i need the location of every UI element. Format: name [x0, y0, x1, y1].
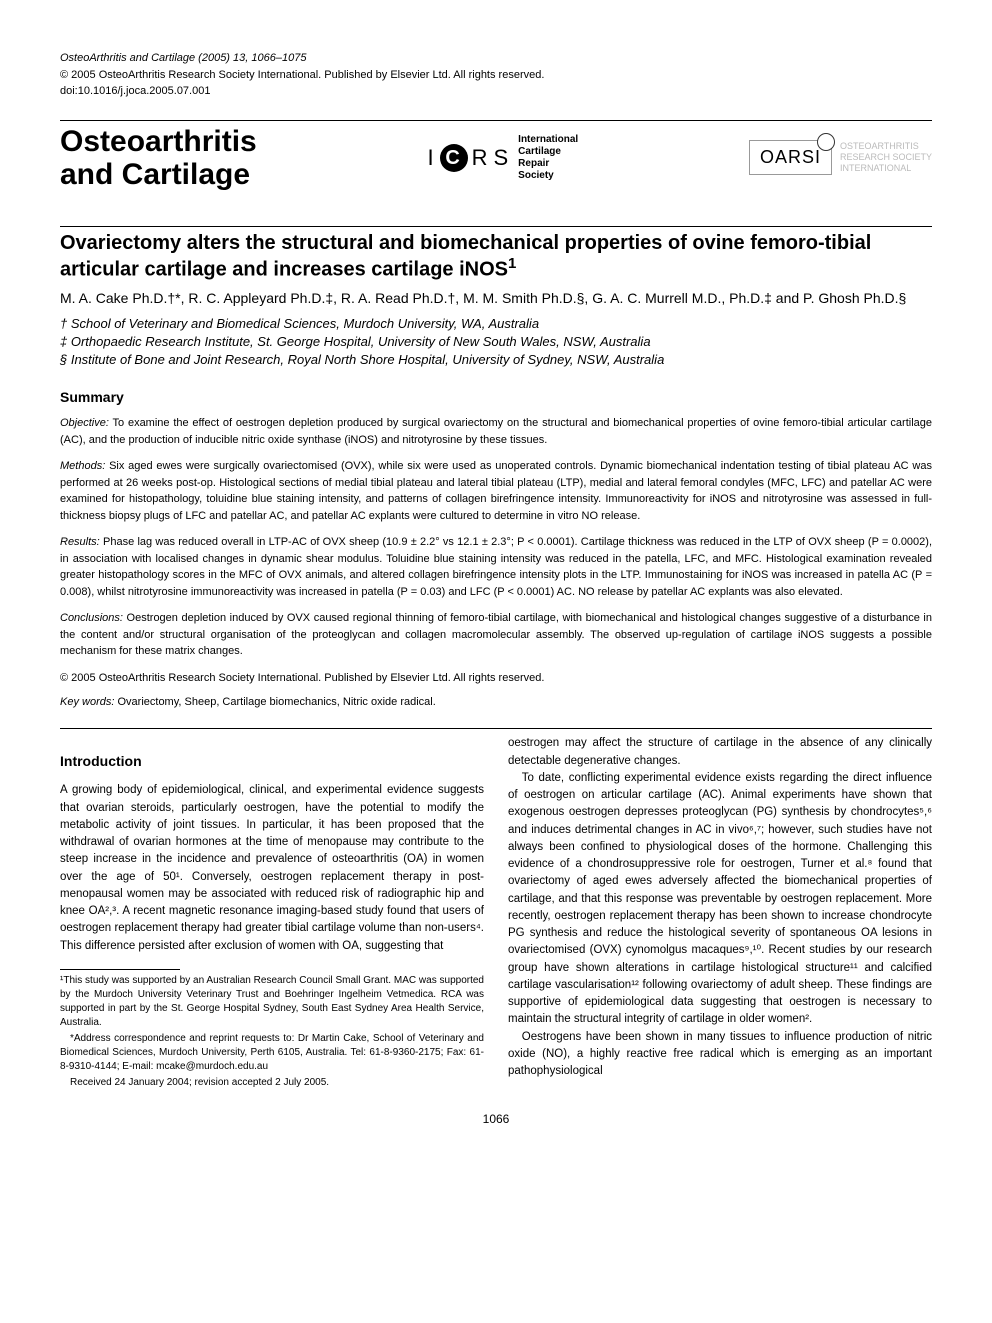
journal-name-line1: Osteoarthritis [60, 125, 257, 158]
article-title: Ovariectomy alters the structural and bi… [60, 231, 932, 282]
intro-right-p1: oestrogen may affect the structure of ca… [508, 735, 932, 770]
oarsi-line1: OSTEOARTHRITIS [840, 141, 932, 152]
journal-name: Osteoarthritis and Cartilage [60, 125, 257, 191]
objective-label: Objective: [60, 417, 109, 429]
icrs-i: I [427, 145, 435, 171]
methods-text: Six aged ewes were surgically ovariectom… [60, 460, 932, 522]
doi-line: doi:10.1016/j.joca.2005.07.001 [60, 83, 932, 100]
icrs-line4: Society [518, 170, 578, 182]
title-text: Ovariectomy alters the structural and bi… [60, 232, 871, 281]
authors-line: M. A. Cake Ph.D.†*, R. C. Appleyard Ph.D… [60, 289, 932, 309]
affiliation-2: ‡ Orthopaedic Research Institute, St. Ge… [60, 333, 932, 351]
oarsi-line3: INTERNATIONAL [840, 163, 932, 174]
icrs-line3: Repair [518, 158, 578, 170]
summary-copyright: © 2005 OsteoArthritis Research Society I… [60, 670, 932, 687]
oarsi-logo: OARSI [749, 140, 832, 175]
methods-label: Methods: [60, 460, 105, 472]
summary-heading: Summary [60, 389, 932, 405]
conclusions-label: Conclusions: [60, 612, 123, 624]
left-column: Introduction A growing body of epidemiol… [60, 735, 484, 1092]
keywords-label: Key words: [60, 696, 114, 708]
rule-mid [60, 226, 932, 227]
oarsi-line2: RESEARCH SOCIETY [840, 152, 932, 163]
summary-conclusions: Conclusions: Oestrogen depletion induced… [60, 610, 932, 660]
keywords-text: Ovariectomy, Sheep, Cartilage biomechani… [117, 696, 435, 708]
oarsi-text: OSTEOARTHRITIS RESEARCH SOCIETY INTERNAT… [840, 141, 932, 173]
keywords: Key words: Ovariectomy, Sheep, Cartilage… [60, 696, 932, 708]
results-label: Results: [60, 536, 100, 548]
title-sup: 1 [508, 255, 516, 272]
icrs-line2: Cartilage [518, 146, 578, 158]
footnote-2: *Address correspondence and reprint requ… [60, 1032, 484, 1074]
footnote-1: ¹This study was supported by an Australi… [60, 974, 484, 1030]
page-number: 1066 [60, 1112, 932, 1126]
globe-icon [817, 133, 835, 151]
intro-left-p1: A growing body of epidemiological, clini… [60, 782, 484, 955]
right-column: oestrogen may affect the structure of ca… [508, 735, 932, 1092]
citation-line: OsteoArthritis and Cartilage (2005) 13, … [60, 50, 932, 67]
journal-header: OsteoArthritis and Cartilage (2005) 13, … [60, 50, 932, 100]
icrs-logo-block: I C R S International Cartilage Repair S… [427, 134, 578, 182]
body-columns: Introduction A growing body of epidemiol… [60, 735, 932, 1092]
icrs-text: International Cartilage Repair Society [518, 134, 578, 182]
copyright-line: © 2005 OsteoArthritis Research Society I… [60, 67, 932, 84]
summary-block: Objective: To examine the effect of oest… [60, 415, 932, 686]
rule-top [60, 120, 932, 121]
footnote-separator [60, 969, 180, 970]
conclusions-text: Oestrogen depletion induced by OVX cause… [60, 612, 932, 657]
summary-results: Results: Phase lag was reduced overall i… [60, 534, 932, 600]
footnote-3: Received 24 January 2004; revision accep… [60, 1076, 484, 1090]
summary-methods: Methods: Six aged ewes were surgically o… [60, 458, 932, 524]
rule-before-body [60, 728, 932, 729]
intro-right-p3: Oestrogens have been shown in many tissu… [508, 1029, 932, 1081]
page-container: OsteoArthritis and Cartilage (2005) 13, … [0, 0, 992, 1166]
summary-objective: Objective: To examine the effect of oest… [60, 415, 932, 448]
affiliation-3: § Institute of Bone and Joint Research, … [60, 351, 932, 369]
intro-heading: Introduction [60, 751, 484, 772]
oarsi-logo-block: OARSI OSTEOARTHRITIS RESEARCH SOCIETY IN… [749, 140, 932, 175]
icrs-c-icon: C [440, 144, 468, 172]
icrs-s: S [493, 145, 510, 171]
logo-row: Osteoarthritis and Cartilage I C R S Int… [60, 125, 932, 206]
icrs-line1: International [518, 134, 578, 146]
objective-text: To examine the effect of oestrogen deple… [60, 417, 932, 446]
intro-right-p2: To date, conflicting experimental eviden… [508, 770, 932, 1029]
affiliations: † School of Veterinary and Biomedical Sc… [60, 315, 932, 370]
icrs-r: R [472, 145, 490, 171]
footnotes: ¹This study was supported by an Australi… [60, 974, 484, 1090]
icrs-letters: I C R S [427, 144, 510, 172]
affiliation-1: † School of Veterinary and Biomedical Sc… [60, 315, 932, 333]
results-text: Phase lag was reduced overall in LTP-AC … [60, 536, 932, 598]
oarsi-name: OARSI [760, 147, 821, 167]
journal-name-line2: and Cartilage [60, 158, 257, 191]
